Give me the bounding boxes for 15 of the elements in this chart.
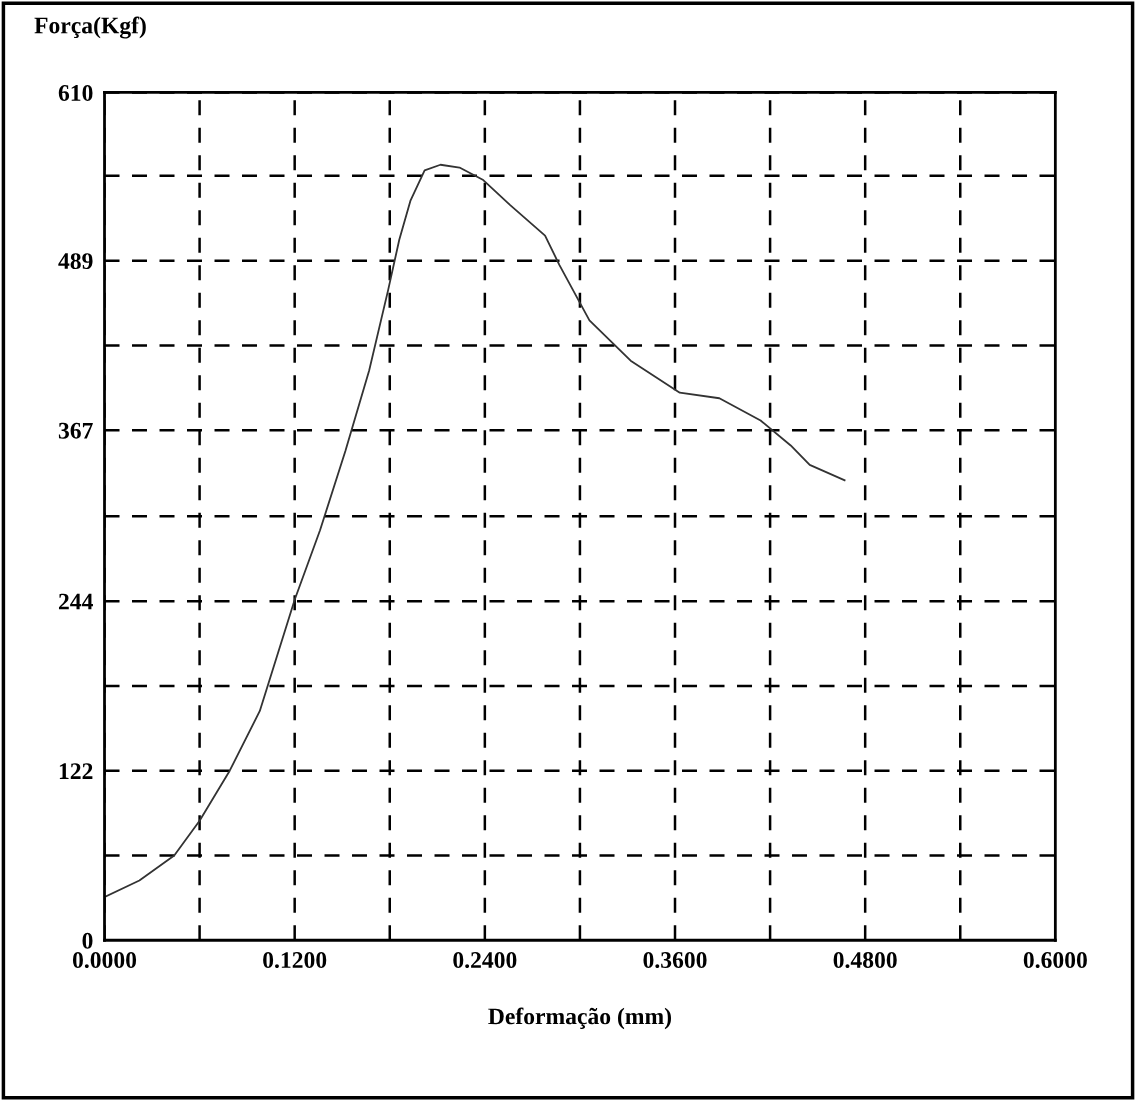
line-series [104, 163, 846, 899]
x-tick-label: 0.0000 [72, 952, 137, 969]
x-tick-label: 0.2400 [453, 952, 517, 969]
x-tick-label: 0.1200 [263, 952, 327, 969]
x-axis-title: Deformação (mm) [488, 1007, 671, 1030]
y-tick-label: 122 [59, 763, 93, 779]
x-tick-label: 0.3600 [643, 952, 707, 969]
y-axis-title: Força(Kgf) [34, 16, 146, 39]
x-tick-label: 0.4800 [833, 952, 897, 969]
y-tick-label: 489 [58, 253, 93, 270]
y-tick-label: 244 [58, 593, 93, 610]
y-tick-label: 0 [82, 932, 93, 949]
x-tick-label: 0.6000 [1023, 952, 1087, 969]
y-tick-label: 610 [58, 84, 93, 101]
y-tick-label: 367 [58, 422, 93, 439]
